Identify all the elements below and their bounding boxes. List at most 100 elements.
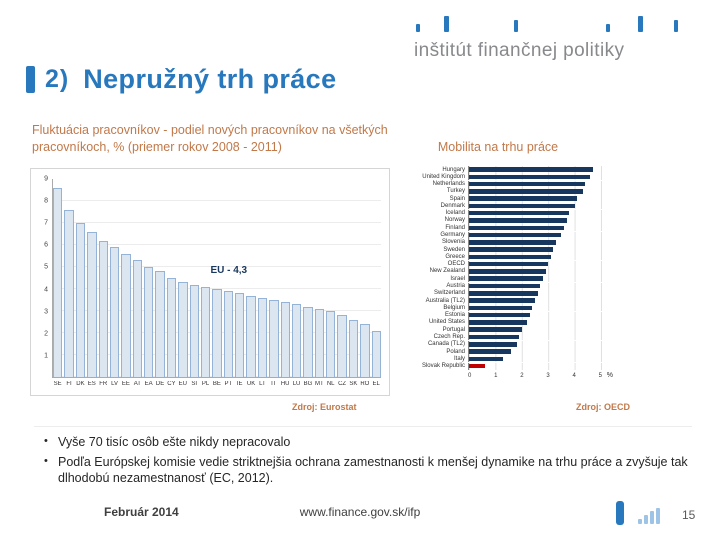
mobility-bar <box>469 312 530 318</box>
mobility-bar-track <box>468 231 602 239</box>
mobility-bar <box>469 254 551 260</box>
mobility-bar-track <box>468 304 602 312</box>
mobility-bar <box>469 261 549 267</box>
mobility-country-label: Iceland <box>445 210 465 217</box>
flux-bar <box>326 311 336 377</box>
flux-y-tick: 4 <box>44 286 48 294</box>
mobility-bar-track <box>468 260 602 268</box>
mobility-bar-track <box>468 173 602 181</box>
flux-x-label: ES <box>87 380 96 387</box>
mobility-row: Belgium <box>406 304 602 312</box>
mobility-country-label: Germany <box>440 232 465 239</box>
mobility-row: Slovenia <box>406 238 602 246</box>
mobility-bar <box>469 181 586 187</box>
flux-x-label: EE <box>121 380 130 387</box>
mobility-row: United Kingdom <box>406 173 602 181</box>
flux-x-label: MT <box>314 380 324 387</box>
logo-bar-icon <box>674 20 678 32</box>
mobility-rows: Hungary United Kingdom Netherlands Turkey Sp… <box>406 166 602 370</box>
flux-bar <box>166 278 177 377</box>
mobility-country-label: New Zealand <box>429 268 465 275</box>
flux-x-label: BG <box>303 380 313 387</box>
flux-bar <box>246 295 256 377</box>
flux-x-label: IT <box>271 380 277 387</box>
mobility-row: Sweden <box>406 246 602 254</box>
flux-x-label: PL <box>201 380 210 387</box>
mobility-country-label: Belgium <box>443 304 465 311</box>
flux-y-tick: 7 <box>44 219 48 227</box>
mobility-bar-track <box>468 187 602 195</box>
title-text: Nepružný trh práce <box>83 64 337 94</box>
flux-x-label: LT <box>259 380 266 387</box>
mobility-bar-track <box>468 253 602 261</box>
mobility-country-label: Australia (TL2) <box>425 297 465 304</box>
bullet-text: Vyše 70 tisíc osôb ešte nikdy nepracoval… <box>58 435 291 449</box>
flux-x-label: DE <box>155 380 165 387</box>
mobility-bar <box>469 240 557 245</box>
flux-y-tick: 6 <box>44 241 48 249</box>
mobility-bar <box>469 203 575 209</box>
mobility-country-label: Netherlands <box>432 181 465 188</box>
bullet-item: • Podľa Európskej komisie vedie striktne… <box>34 454 692 487</box>
flux-x-labels: SE FI DK ES FR LV EE AT EA DE CY EU SI PL BE PT IE UK LT IT… <box>53 378 381 389</box>
flux-bar <box>291 304 302 377</box>
logo-bar-icon <box>416 24 420 32</box>
flux-y-tick: 2 <box>44 330 48 338</box>
flux-y-tick: 8 <box>44 197 48 205</box>
flux-x-label: EU <box>178 380 187 387</box>
mobility-row: Israel <box>406 275 602 283</box>
page-number: 15 <box>682 508 696 522</box>
mobility-bar-track <box>468 333 602 341</box>
flux-x-label: SK <box>349 380 358 387</box>
mobility-row: Hungary <box>406 166 602 173</box>
mobility-bar <box>469 291 538 296</box>
flux-y-tick: 5 <box>44 263 48 271</box>
mobility-country-label: Denmark <box>440 202 465 209</box>
logo-bar-icon <box>638 16 643 32</box>
flux-plot-area: EU - 4,3 <box>52 179 381 378</box>
mobility-country-label: Slovak Republic <box>421 363 465 370</box>
flux-x-label: RO <box>360 380 370 387</box>
mobility-country-label: Israel <box>450 275 465 282</box>
flux-x-label: BE <box>212 380 221 387</box>
mobility-bar <box>469 232 562 238</box>
mobility-bar <box>469 247 554 252</box>
flux-x-label: LV <box>111 380 119 387</box>
slide-title: 2) Nepružný trh práce <box>26 64 337 95</box>
footer-url-link[interactable]: www.finance.gov.sk/ifp <box>299 505 421 519</box>
mobility-bar-track <box>468 238 602 246</box>
mobility-bar <box>469 356 504 362</box>
logo-bar-icon <box>514 20 518 32</box>
flux-y-tick: 1 <box>44 352 48 360</box>
left-chart-source: Zdroj: Eurostat <box>292 402 357 412</box>
flux-bar <box>280 302 290 377</box>
mobility-bar-track <box>468 275 602 283</box>
mobility-bar-track <box>468 355 602 363</box>
mobility-row: Italy <box>406 355 602 363</box>
mobility-bar <box>469 167 594 172</box>
flux-bar <box>87 231 97 377</box>
footer-date: Február 2014 <box>104 505 179 519</box>
bullet-marker-icon: • <box>44 435 48 447</box>
mobility-country-label: Italy <box>453 355 465 362</box>
flux-bar <box>200 286 211 377</box>
mobility-unit-label: % <box>606 372 613 379</box>
flux-bar <box>235 293 245 377</box>
flux-x-label: FI <box>66 380 72 387</box>
mobility-bar <box>469 320 528 325</box>
flux-bar <box>121 253 131 377</box>
flux-bar <box>314 308 324 377</box>
mobility-row: Germany <box>406 231 602 239</box>
left-chart-heading: Fluktuácia pracovníkov - podiel nových p… <box>32 123 388 154</box>
mobility-x-tick: 1 <box>494 373 498 379</box>
mobility-country-label: OECD <box>447 261 465 268</box>
mobility-country-label: Czech Rep. <box>433 333 465 340</box>
mobility-row: Norway <box>406 216 602 224</box>
mobility-bar <box>469 283 541 289</box>
bullet-marker-icon: • <box>44 454 48 467</box>
mobility-bar-track <box>468 340 602 348</box>
mobility-row: OECD <box>406 260 602 268</box>
flux-bar <box>269 300 279 377</box>
bullet-item: • Vyše 70 tisíc osôb ešte nikdy nepracov… <box>34 434 692 451</box>
mobility-row: Iceland <box>406 209 602 217</box>
